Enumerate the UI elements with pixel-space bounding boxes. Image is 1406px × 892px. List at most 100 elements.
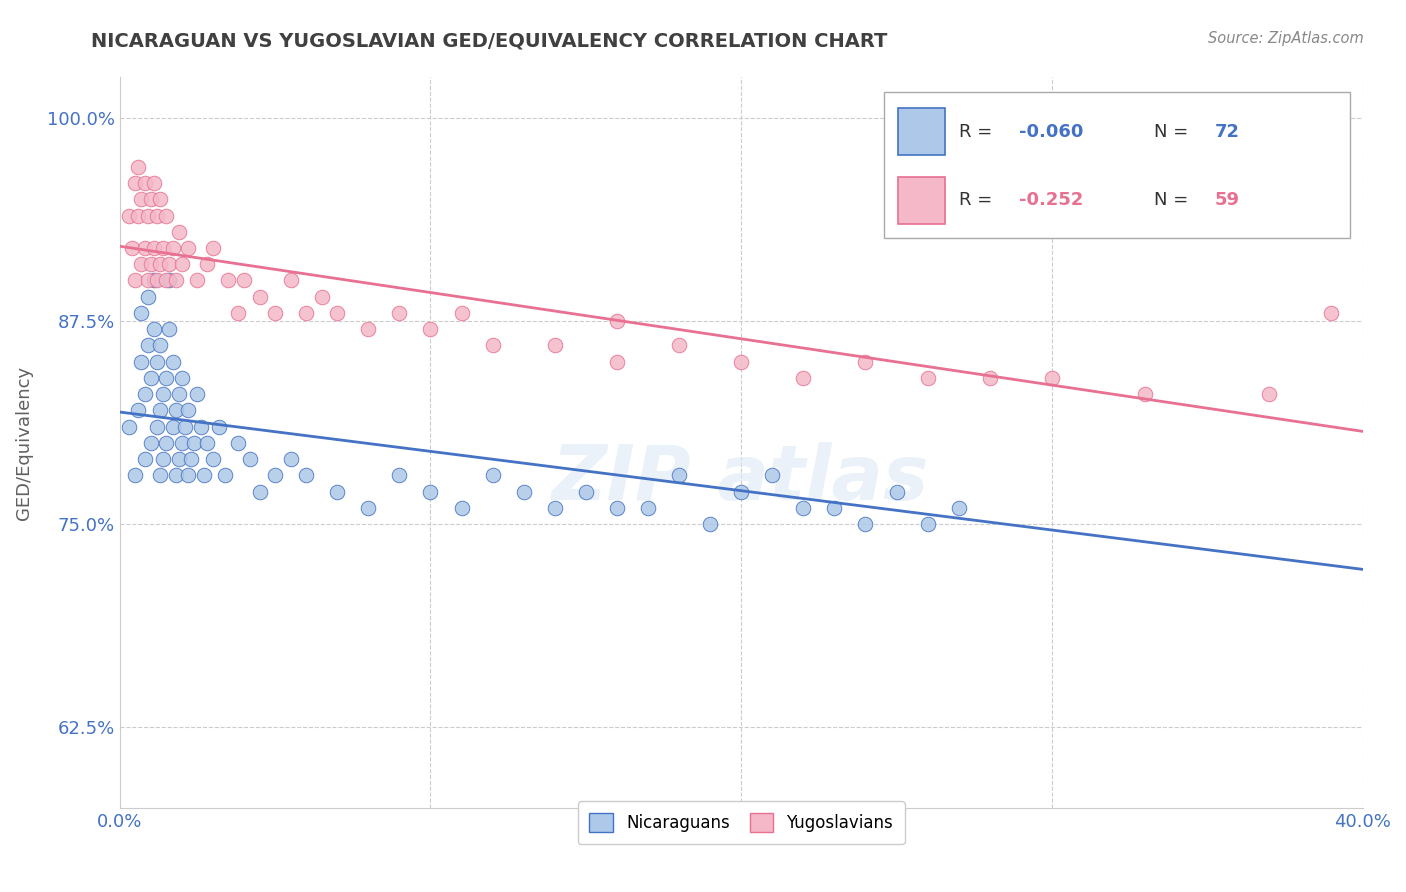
Point (149, 403, 172, 417)
Point (159, 322, 181, 336)
Y-axis label: GED/Equivalency: GED/Equivalency (15, 366, 32, 520)
Point (1040, 371, 1063, 385)
Point (155, 436, 177, 450)
Point (606, 314, 628, 328)
Legend: Nicaraguans, Yugoslavians: Nicaraguans, Yugoslavians (578, 801, 904, 844)
Point (152, 452, 174, 467)
Point (167, 225, 190, 239)
Point (311, 290, 333, 304)
Point (208, 419, 231, 434)
Point (512, 484, 534, 499)
Point (201, 452, 224, 467)
Point (450, 500, 472, 515)
Point (118, 419, 141, 434)
Point (170, 257, 193, 271)
Point (146, 273, 169, 287)
Point (730, 355, 752, 369)
Point (326, 484, 349, 499)
Point (419, 322, 441, 336)
Point (226, 436, 249, 450)
Point (177, 403, 200, 417)
Point (149, 338, 172, 352)
Point (295, 468, 318, 483)
Point (886, 484, 908, 499)
Point (575, 484, 598, 499)
Point (823, 500, 845, 515)
Point (159, 257, 181, 271)
Point (134, 241, 156, 255)
Text: NICARAGUAN VS YUGOSLAVIAN GED/EQUIVALENCY CORRELATION CHART: NICARAGUAN VS YUGOSLAVIAN GED/EQUIVALENC… (91, 31, 887, 50)
Point (134, 452, 156, 467)
Point (152, 387, 174, 401)
Point (761, 468, 783, 483)
Point (948, 500, 970, 515)
Point (280, 452, 302, 467)
Point (544, 500, 567, 515)
Point (544, 338, 567, 352)
Point (170, 436, 193, 450)
Point (357, 500, 380, 515)
Point (149, 468, 172, 483)
Point (165, 403, 187, 417)
Text: Source: ZipAtlas.com: Source: ZipAtlas.com (1208, 31, 1364, 46)
Point (979, 371, 1001, 385)
Point (152, 241, 174, 255)
Point (149, 257, 172, 271)
Point (139, 371, 162, 385)
Point (167, 387, 190, 401)
Point (193, 468, 215, 483)
Point (668, 338, 690, 352)
Point (917, 371, 939, 385)
Point (127, 403, 149, 417)
Point (142, 322, 165, 336)
Point (136, 273, 159, 287)
Point (131, 355, 153, 369)
Point (606, 500, 628, 515)
Point (606, 355, 628, 369)
Point (142, 273, 165, 287)
Point (124, 273, 146, 287)
Point (388, 468, 411, 483)
Point (162, 419, 184, 434)
Point (131, 257, 153, 271)
Point (388, 306, 411, 320)
Point (264, 468, 287, 483)
Point (139, 257, 162, 271)
Point (177, 468, 200, 483)
Point (357, 322, 380, 336)
Point (118, 209, 141, 223)
Point (226, 306, 249, 320)
Point (481, 468, 503, 483)
Point (162, 241, 184, 255)
Point (792, 500, 814, 515)
Point (186, 387, 208, 401)
Point (146, 209, 169, 223)
Point (149, 192, 172, 206)
Point (146, 355, 169, 369)
Point (136, 338, 159, 352)
Point (155, 209, 177, 223)
Point (170, 371, 193, 385)
Point (917, 517, 939, 532)
Point (195, 436, 218, 450)
Point (124, 468, 146, 483)
Point (167, 452, 190, 467)
Point (155, 273, 177, 287)
Point (142, 176, 165, 190)
Point (183, 436, 205, 450)
Point (155, 371, 177, 385)
Point (180, 452, 202, 467)
Point (174, 419, 197, 434)
Point (280, 273, 302, 287)
Point (855, 517, 877, 532)
Point (159, 273, 181, 287)
Point (131, 192, 153, 206)
Point (190, 419, 212, 434)
Point (131, 306, 153, 320)
Point (1133, 387, 1156, 401)
Point (792, 371, 814, 385)
Point (139, 192, 162, 206)
Point (218, 273, 240, 287)
Point (134, 387, 156, 401)
Point (855, 355, 877, 369)
